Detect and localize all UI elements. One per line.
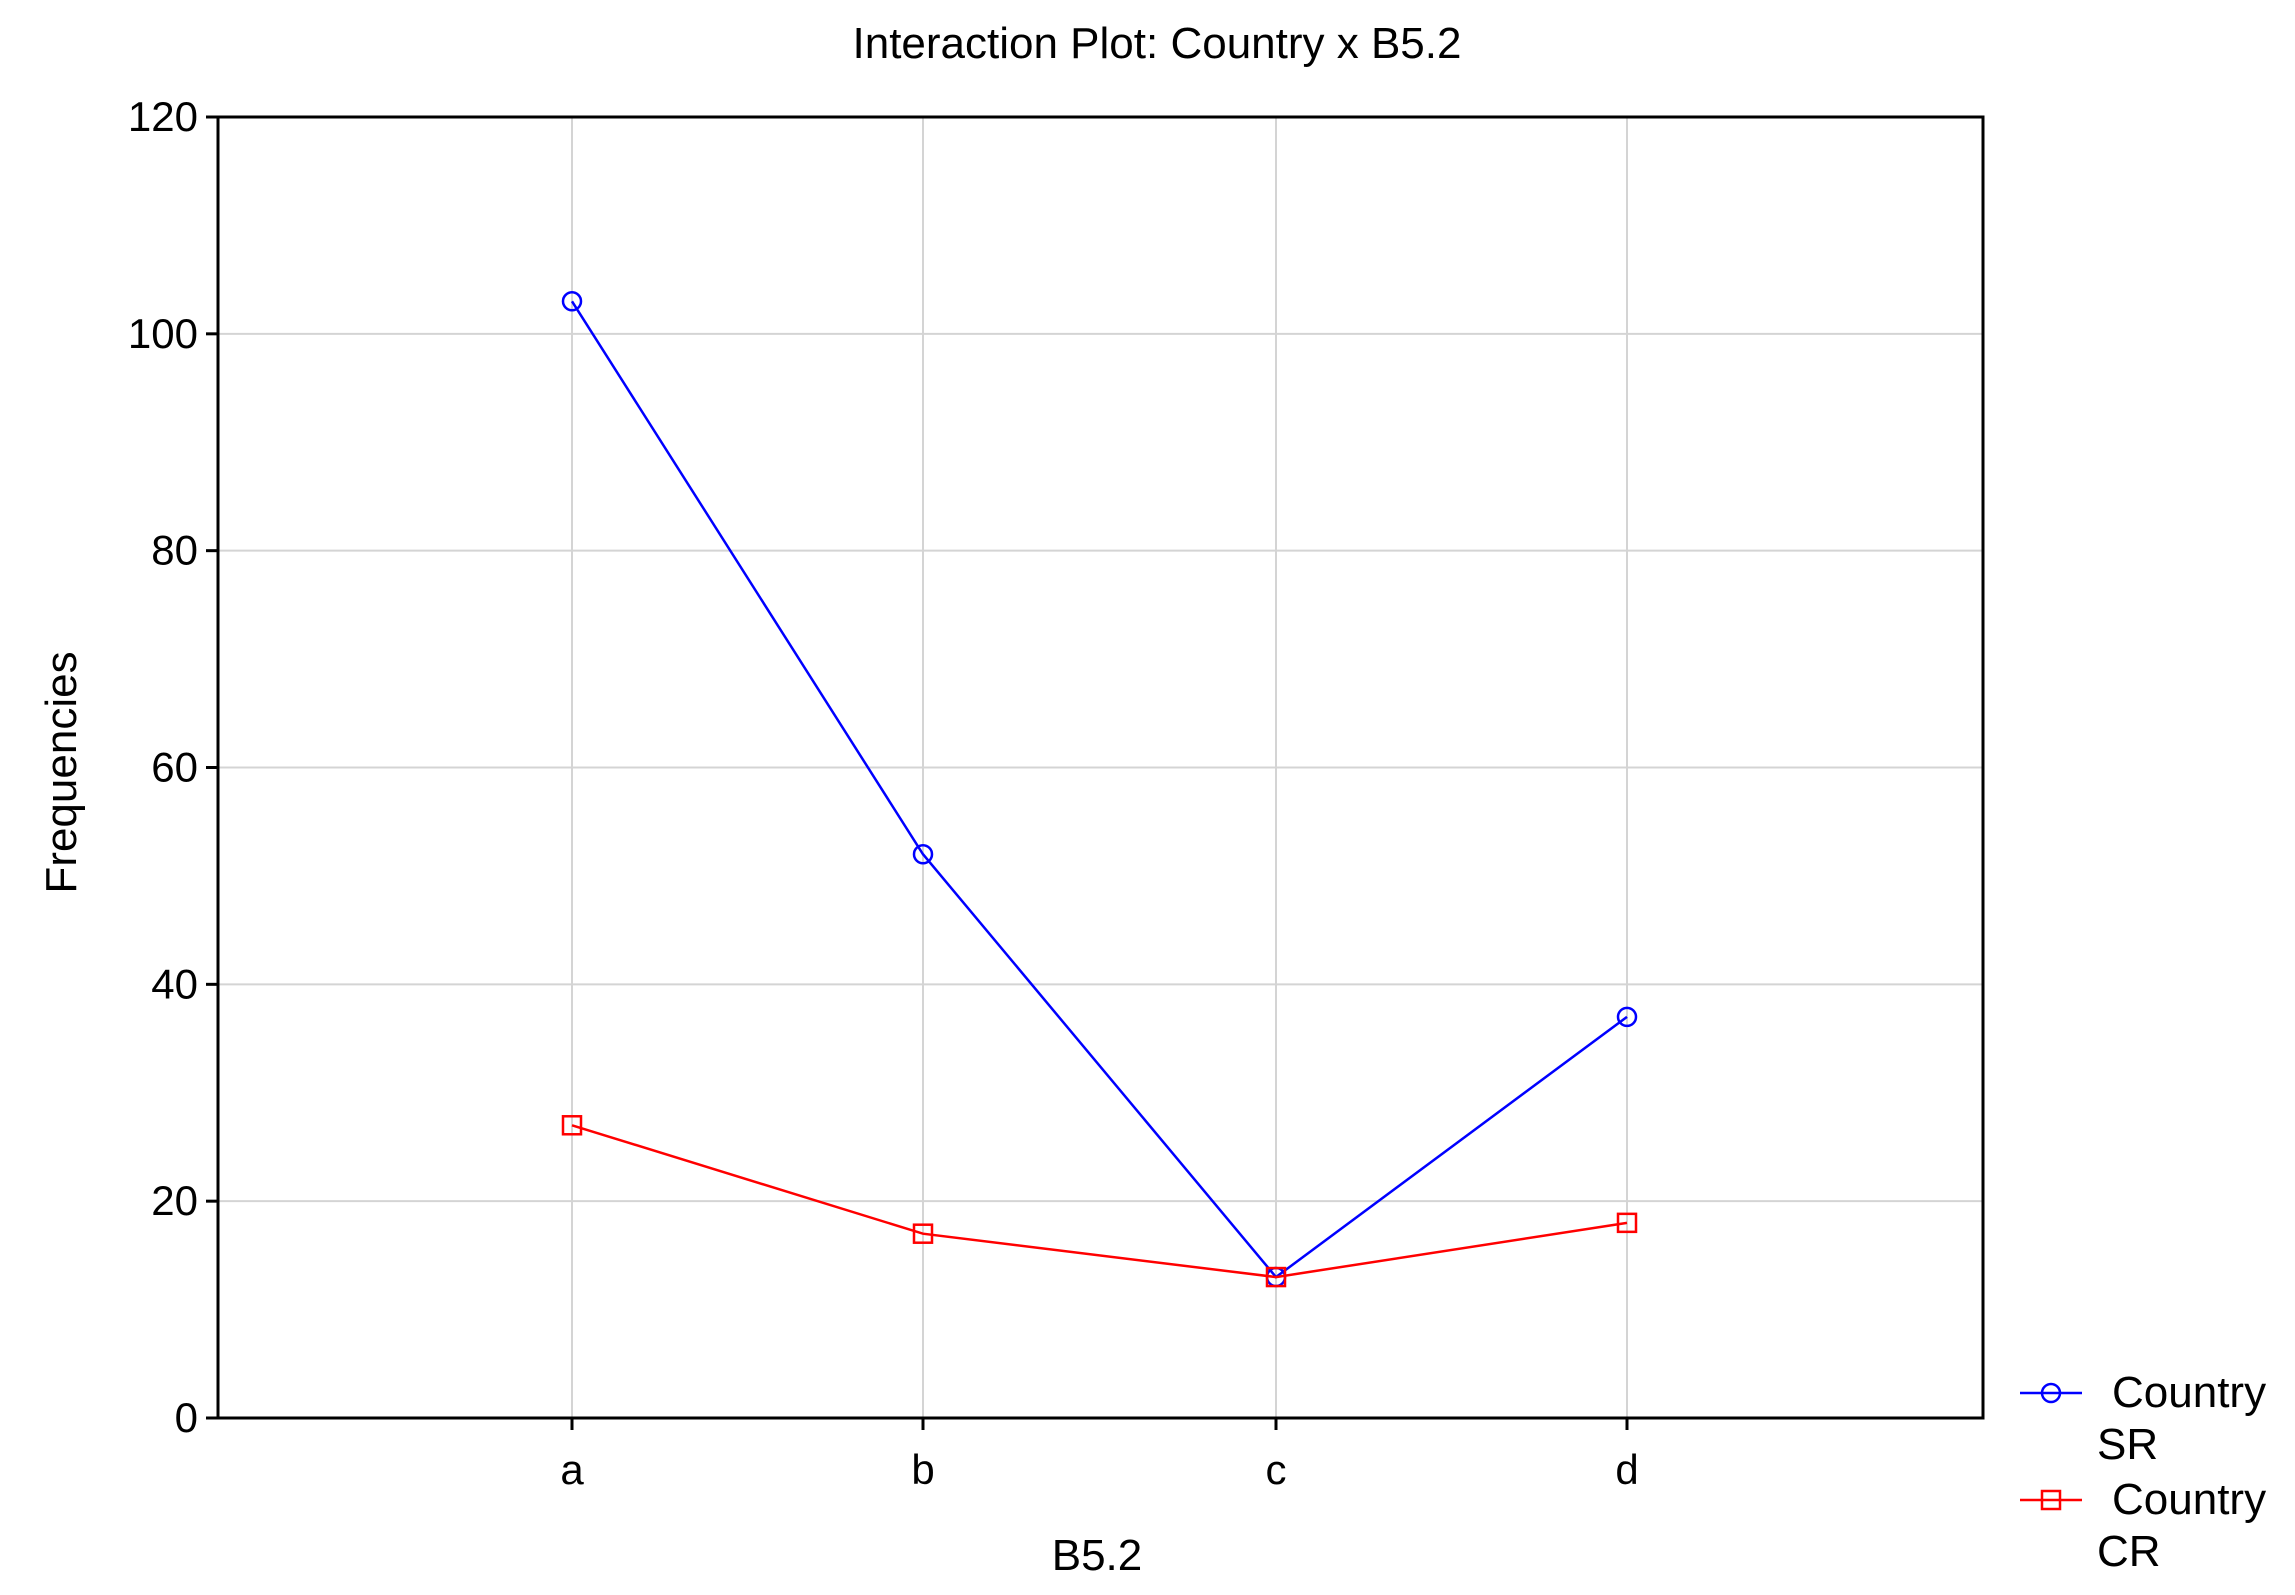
x-axis-label: B5.2: [1052, 1531, 1143, 1580]
x-tick-label: d: [1615, 1446, 1638, 1493]
series-line: [570, 300, 1628, 1279]
x-tick-label: c: [1266, 1446, 1287, 1493]
x-tick-label: b: [911, 1446, 934, 1493]
y-tick-label: 20: [151, 1177, 198, 1224]
y-tick-label: 0: [175, 1394, 198, 1441]
data-point: [1616, 1212, 1638, 1234]
legend-marker: [2040, 1489, 2062, 1511]
y-tick-label: 60: [151, 744, 198, 791]
data-point: [561, 1115, 583, 1136]
series-layer: [561, 291, 1638, 1288]
data-point: [561, 291, 583, 312]
y-tick-label: 100: [128, 310, 198, 357]
y-axis-label: Frequencies: [37, 651, 86, 893]
legend-marker: [2040, 1382, 2062, 1404]
series-line: [571, 1124, 1628, 1279]
chart-title: Interaction Plot: Country x B5.2: [853, 19, 1462, 68]
legend-label-line2: SR: [2097, 1420, 2158, 1469]
data-point: [912, 1223, 934, 1244]
series-country-sr: [561, 291, 1638, 1288]
grid-lines: [218, 117, 1983, 1418]
data-point: [1616, 1006, 1638, 1028]
y-tick-label: 80: [151, 527, 198, 574]
data-point: [912, 843, 934, 865]
x-axis: a b c d: [560, 1418, 1639, 1493]
legend-label: Country: [2112, 1368, 2266, 1417]
plot-frame: [216, 115, 1985, 1420]
y-tick-label: 40: [151, 960, 198, 1007]
y-tick-label: 120: [128, 93, 198, 140]
y-axis: 0 20 40 60 80 100 120: [128, 93, 218, 1441]
legend-label-line2: CR: [2097, 1527, 2161, 1576]
legend-label: Country: [2112, 1475, 2266, 1524]
data-point: [1265, 1266, 1287, 1288]
series-country-cr: [561, 1115, 1638, 1288]
x-tick-label: a: [560, 1446, 584, 1493]
